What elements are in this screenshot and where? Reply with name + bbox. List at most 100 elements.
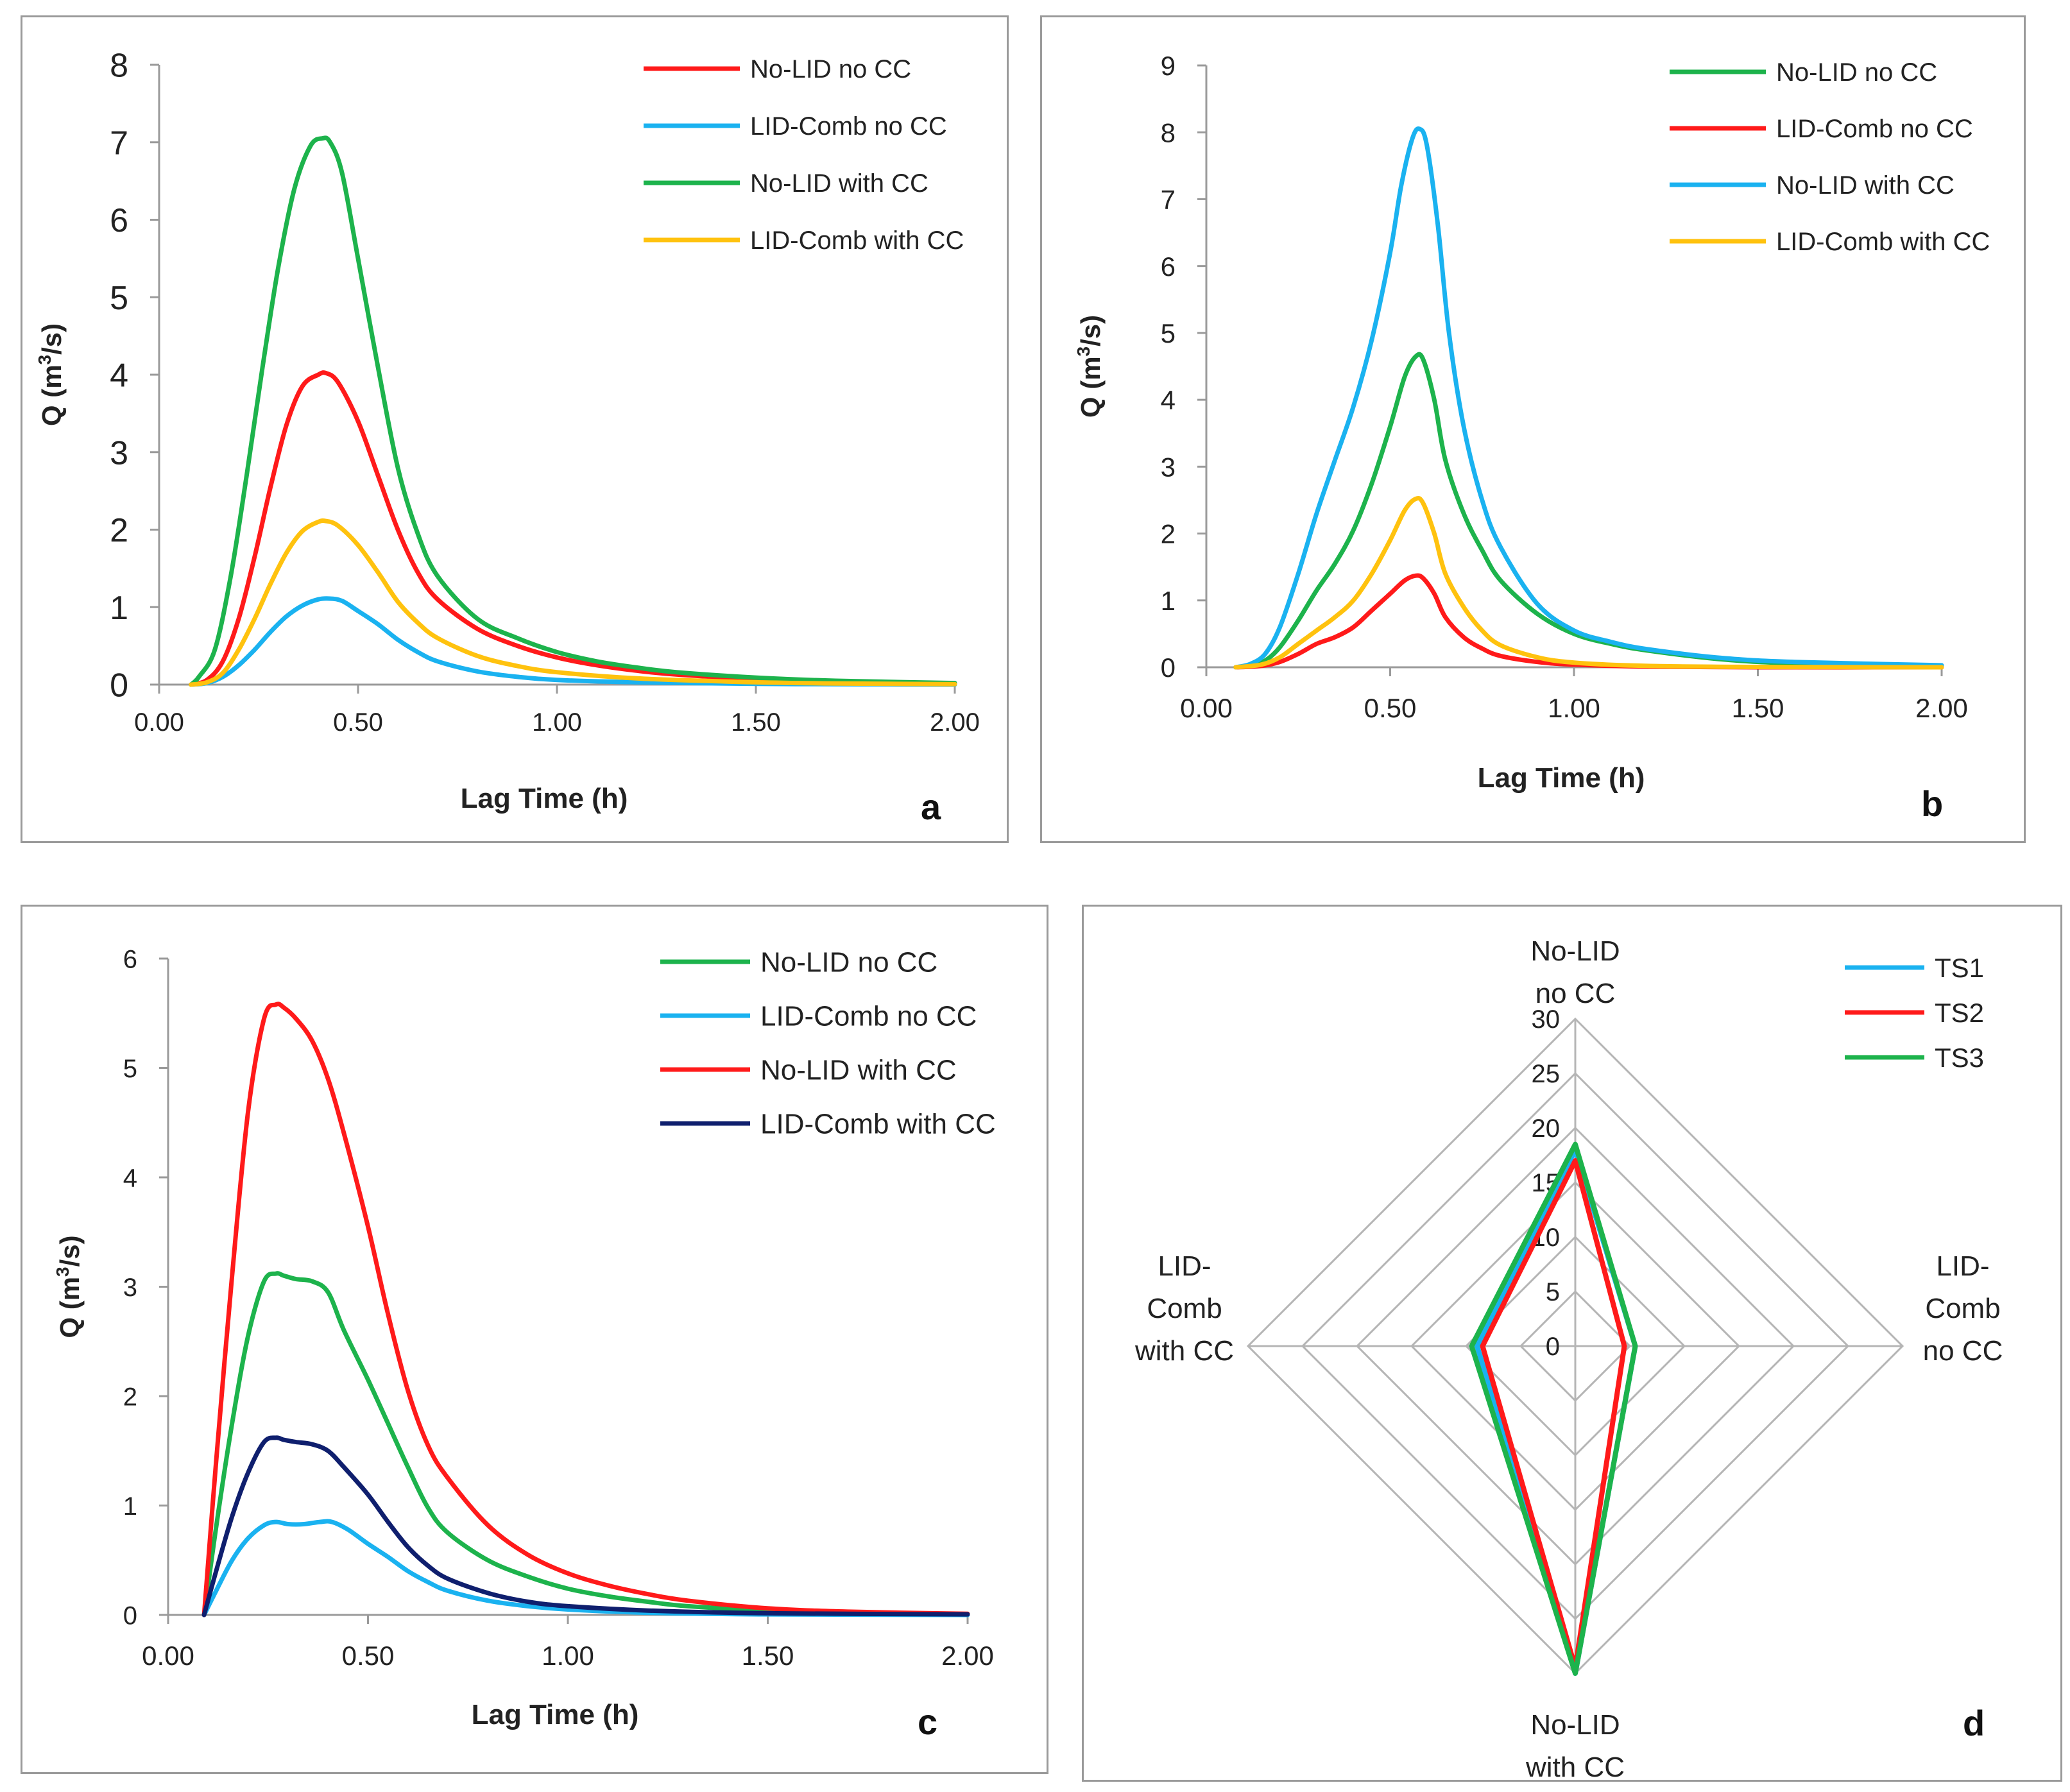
y-tick-label: 6 (123, 945, 137, 973)
legend-label: No-LID with CC (750, 169, 928, 198)
y-axis-title-unit: /s) (55, 1235, 85, 1267)
series-line-2 (201, 1519, 970, 1617)
radar-tick-label: 5 (1546, 1278, 1560, 1306)
chart-panel-b: 0 1 2 3 4 5 6 7 8 9 0.00 0.50 1.00 1.50 2.00 Lag Time (… (1040, 15, 2026, 843)
radar-axis-label: Comb (1925, 1293, 2000, 1324)
y-tick-label: 3 (123, 1274, 137, 1302)
chart-panel-c: 0 1 2 3 4 5 6 0.00 0.50 1.00 1.50 2.00 Lag Time (h) Q… (21, 905, 1048, 1774)
line-chart-c: 0 1 2 3 4 5 6 0.00 0.50 1.00 1.50 2.00 Lag Time (h) Q… (53, 945, 996, 1742)
legend-label: No-LID no CC (1776, 58, 1937, 87)
y-tick-label: 3 (1161, 452, 1176, 482)
series-line-1 (201, 1271, 970, 1617)
legend-label: LID-Comb no CC (1776, 115, 1973, 143)
y-tick-label: 9 (1161, 51, 1176, 81)
radar-axis-label: no CC (1535, 978, 1616, 1009)
y-tick-label: 2 (123, 1383, 137, 1411)
x-tick-label: 0.50 (333, 708, 383, 737)
radar-tick-label: 25 (1532, 1060, 1561, 1088)
y-tick-label: 4 (1161, 385, 1176, 415)
y-axis-title-text: Q (m (1075, 356, 1106, 418)
radar-axis-label: with CC (1134, 1335, 1234, 1367)
y-axis-title-superscript: 3 (35, 355, 55, 365)
radar-axis-label: Comb (1147, 1293, 1222, 1324)
series-line-1 (189, 370, 957, 687)
x-tick-label: 0.50 (342, 1641, 395, 1671)
y-tick-label: 8 (110, 47, 128, 85)
y-axis-title-unit: /s) (1075, 315, 1106, 346)
x-axis-title: Lag Time (h) (1478, 762, 1645, 794)
y-axis-title: Q (m3/s) (1073, 315, 1106, 418)
y-tick-label: 1 (1161, 586, 1176, 616)
legend-label: No-LID with CC (760, 1054, 957, 1086)
y-tick-label: 7 (110, 124, 128, 162)
legend-label: TS2 (1935, 998, 1984, 1028)
x-axis-title: Lag Time (h) (472, 1699, 639, 1730)
y-tick-label: 2 (110, 512, 128, 549)
panel-letter-label: d (1963, 1703, 1985, 1743)
x-tick-label: 2.00 (1915, 693, 1968, 723)
legend-label: LID-Comb with CC (760, 1108, 996, 1139)
panel-letter-label: a (921, 787, 941, 827)
y-axis-title-unit: /s) (37, 323, 67, 355)
y-axis-title-text: Q (m (55, 1277, 85, 1338)
series-line-2 (1233, 573, 1944, 670)
radar-series-ts3 (1469, 1141, 1638, 1676)
radar-tick-label: 0 (1546, 1333, 1560, 1361)
y-axis-title: Q (m3/s) (35, 323, 67, 426)
y-tick-label: 1 (110, 590, 128, 627)
radar-tick-label: 30 (1532, 1005, 1561, 1034)
x-tick-label: 1.00 (542, 1641, 594, 1671)
series-line-2 (189, 596, 957, 687)
y-axis-title: Q (m3/s) (53, 1235, 85, 1338)
y-tick-label: 4 (123, 1164, 137, 1192)
y-tick-label: 8 (1161, 117, 1176, 148)
radar-axis-label: no CC (1923, 1335, 2003, 1367)
x-tick-label: 1.50 (742, 1641, 794, 1671)
series-line-4 (201, 1435, 970, 1617)
y-tick-label: 5 (1161, 318, 1176, 348)
series-line-3 (1233, 126, 1944, 670)
series-line-3 (201, 1002, 970, 1617)
legend-label: LID-Comb no CC (760, 1000, 977, 1032)
y-tick-label: 5 (110, 280, 128, 317)
x-tick-label: 1.50 (1732, 693, 1784, 723)
y-tick-label: 1 (123, 1492, 137, 1521)
x-tick-label: 0.00 (134, 708, 184, 737)
chart-panel-d: 0 5 10 15 20 25 30 No-LID no CC LID- Comb no CC No-L… (1082, 905, 2062, 1783)
line-chart-b: 0 1 2 3 4 5 6 7 8 9 0.00 0.50 1.00 1.50 2.00 Lag Time (… (1073, 51, 1990, 824)
series-line-4 (189, 518, 957, 687)
series-line-1 (1233, 352, 1944, 670)
legend-label: LID-Comb no CC (750, 112, 947, 141)
x-tick-label: 2.00 (930, 708, 980, 737)
x-axis-title: Lag Time (h) (461, 783, 628, 814)
x-tick-label: 0.00 (142, 1641, 194, 1671)
radar-axis-label: No-LID (1530, 935, 1620, 967)
x-tick-label: 2.00 (941, 1641, 994, 1671)
legend-label: LID-Comb with CC (750, 226, 964, 255)
y-tick-label: 6 (1161, 252, 1176, 282)
legend-label: No-LID no CC (760, 946, 937, 978)
y-axis-title-superscript: 3 (1073, 346, 1093, 357)
panel-letter-label: b (1921, 783, 1943, 824)
y-tick-label: 0 (123, 1601, 137, 1630)
series-line-3 (189, 135, 957, 687)
legend-label: TS3 (1935, 1043, 1984, 1073)
y-tick-label: 6 (110, 202, 128, 239)
panel-letter-label: c (918, 1702, 937, 1742)
radar-axis-label: LID- (1936, 1250, 1989, 1282)
radar-axis-label: No-LID (1530, 1709, 1620, 1741)
x-tick-label: 1.50 (731, 708, 781, 737)
legend-label: LID-Comb with CC (1776, 228, 1990, 256)
x-tick-label: 1.00 (532, 708, 582, 737)
y-tick-label: 3 (110, 434, 128, 472)
y-tick-label: 0 (110, 667, 128, 704)
legend-label: No-LID no CC (750, 55, 911, 83)
legend-label: TS1 (1935, 953, 1984, 983)
chart-panel-a: 0 1 2 3 4 5 6 7 8 0.00 0.50 1.00 1.50 2.00 Lag Time (h… (21, 15, 1009, 843)
y-axis-title-text: Q (m (37, 364, 67, 426)
line-chart-a: 0 1 2 3 4 5 6 7 8 0.00 0.50 1.00 1.50 2.00 Lag Time (h… (35, 47, 980, 827)
legend-label: No-LID with CC (1776, 171, 1955, 200)
radar-axis-label: LID- (1158, 1250, 1211, 1282)
y-tick-label: 5 (123, 1055, 137, 1083)
